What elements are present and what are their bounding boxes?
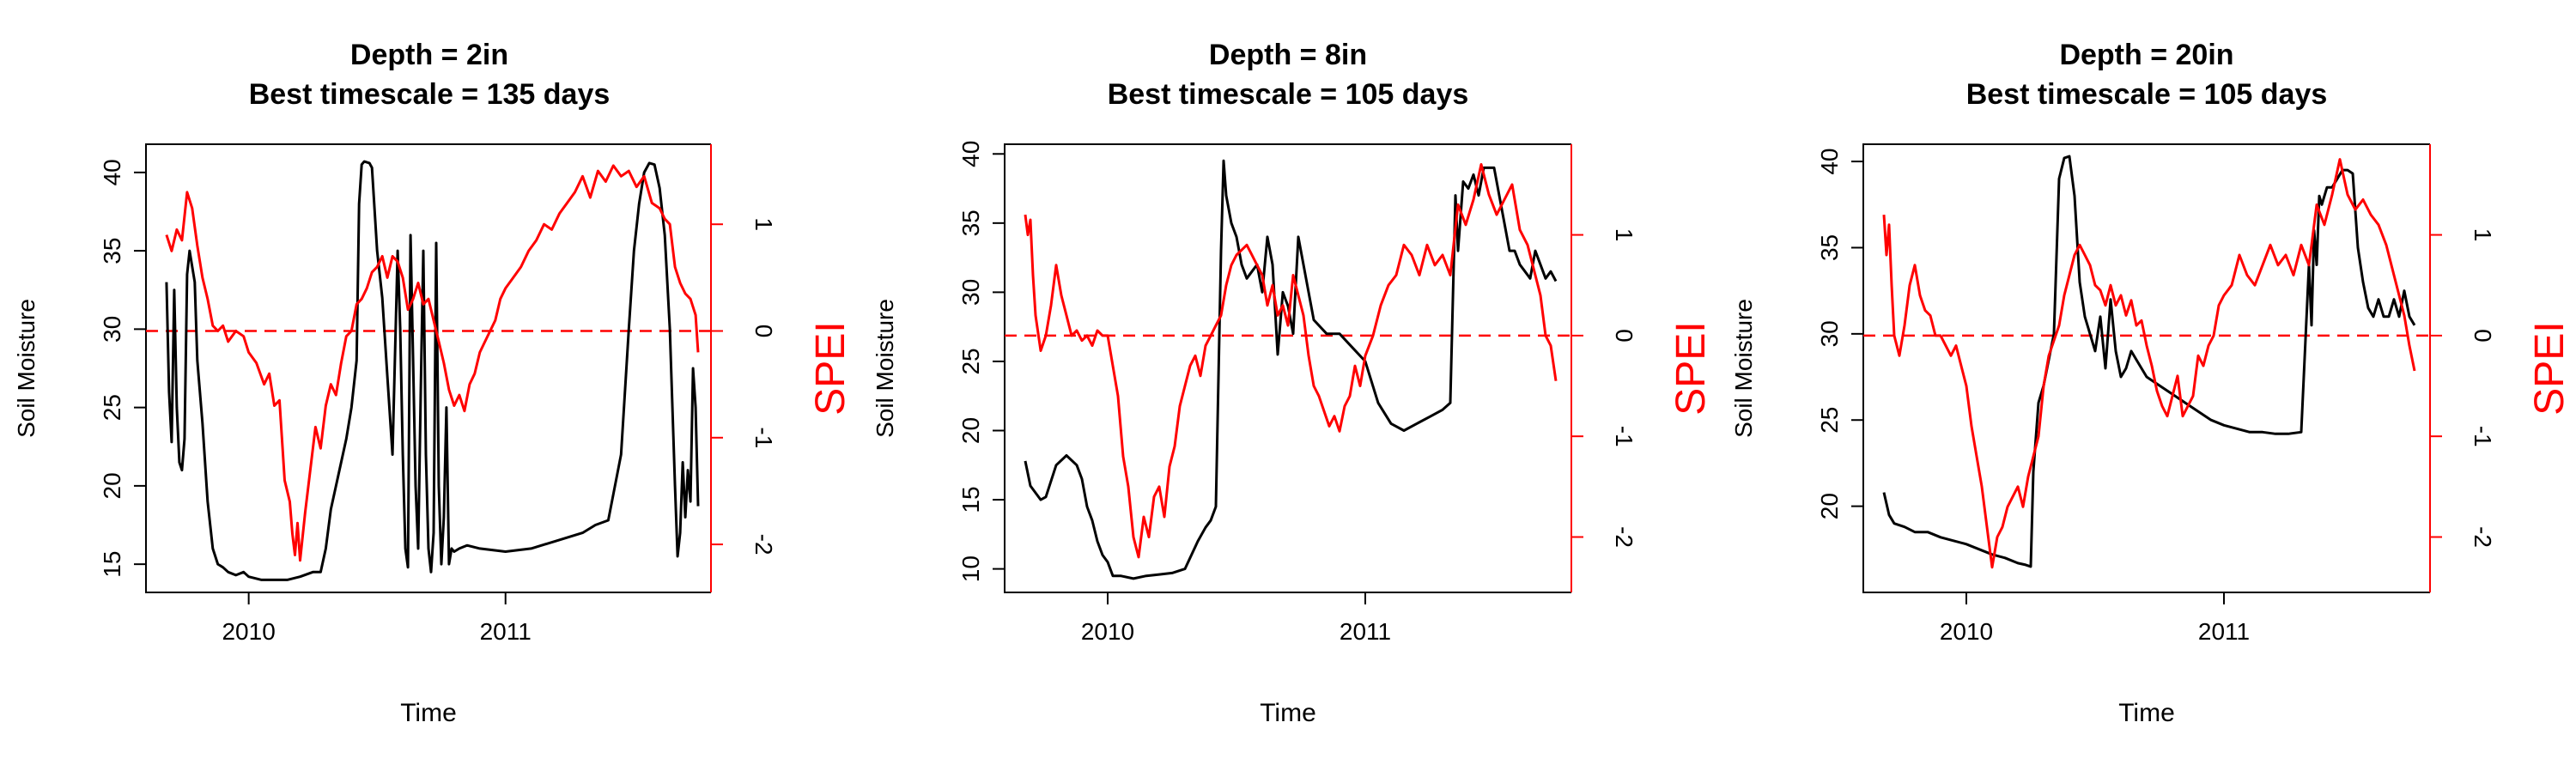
y2-tick-label: -1 <box>2470 426 2496 447</box>
y2-axis-label: SPEI <box>808 321 854 415</box>
y-tick-label: 20 <box>1816 493 1843 519</box>
y-tick-label: 25 <box>957 348 984 374</box>
y2-tick-label: 1 <box>750 217 777 231</box>
y2-axis-label: SPEI <box>1668 321 1714 415</box>
y2-tick-label: 0 <box>750 325 777 338</box>
y-axis-label: Soil Moisture <box>13 299 39 438</box>
chart-title-line2: Best timescale = 105 days <box>1966 78 2328 111</box>
y-tick-label: 20 <box>99 472 125 499</box>
y-tick-label: 20 <box>957 417 984 444</box>
y-tick-label: 30 <box>1816 320 1843 347</box>
y-tick-label: 35 <box>1816 234 1843 261</box>
x-tick-label: 2010 <box>1940 618 1993 645</box>
y2-tick-label: 1 <box>1611 228 1637 242</box>
soil-moisture-series-line <box>1882 155 2416 568</box>
x-axis-label: Time <box>2118 699 2175 727</box>
y2-tick-label: 0 <box>2470 329 2496 343</box>
y-tick-label: 10 <box>957 555 984 582</box>
y2-tick-label: -1 <box>750 427 777 448</box>
chart-title-line1: Depth = 20in <box>2059 39 2233 71</box>
soil-moisture-series-line <box>1024 159 1558 580</box>
y-axis-label: Soil Moisture <box>1730 299 1757 438</box>
y-tick-label: 40 <box>957 141 984 167</box>
plot-frame <box>1004 143 1571 593</box>
x-tick-label: 2010 <box>1081 618 1134 645</box>
y-tick-label: 30 <box>957 279 984 306</box>
plot-frame <box>145 143 711 593</box>
y2-axis-label: SPEI <box>2527 321 2573 415</box>
soil-moisture-series-line <box>165 160 700 581</box>
spei-series-line <box>165 164 700 562</box>
y-tick-label: 40 <box>99 159 125 185</box>
chart-title-line1: Depth = 2in <box>350 39 508 71</box>
y2-tick-label: -2 <box>2470 526 2496 548</box>
y2-tick-label: -1 <box>1611 426 1637 447</box>
x-axis-label: Time <box>400 699 457 727</box>
y-tick-label: 35 <box>957 209 984 236</box>
x-axis-label: Time <box>1260 699 1316 727</box>
y-tick-label: 35 <box>99 238 125 264</box>
y-tick-label: 15 <box>99 551 125 578</box>
y2-tick-label: 1 <box>2470 228 2496 242</box>
y-axis-label: Soil Moisture <box>872 299 898 438</box>
y2-tick-label: 0 <box>1611 329 1637 343</box>
chart-title-line1: Depth = 8in <box>1209 39 1367 71</box>
x-tick-label: 2010 <box>222 618 275 645</box>
x-tick-label: 2011 <box>480 618 532 645</box>
chart-title-line2: Best timescale = 135 days <box>249 78 611 111</box>
y-tick-label: 40 <box>1816 148 1843 174</box>
y-tick-label: 25 <box>99 394 125 421</box>
plot-frame <box>1862 143 2430 593</box>
y-tick-label: 15 <box>957 486 984 513</box>
y-tick-label: 25 <box>1816 407 1843 434</box>
y2-tick-label: -2 <box>750 534 777 555</box>
y-tick-label: 30 <box>99 316 125 343</box>
spei-series-line <box>1882 158 2416 569</box>
x-tick-label: 2011 <box>2198 618 2250 645</box>
chart-title-line2: Best timescale = 105 days <box>1108 78 1469 111</box>
spei-series-line <box>1024 163 1558 559</box>
y2-tick-label: -2 <box>1611 526 1637 548</box>
x-tick-label: 2011 <box>1340 618 1391 645</box>
